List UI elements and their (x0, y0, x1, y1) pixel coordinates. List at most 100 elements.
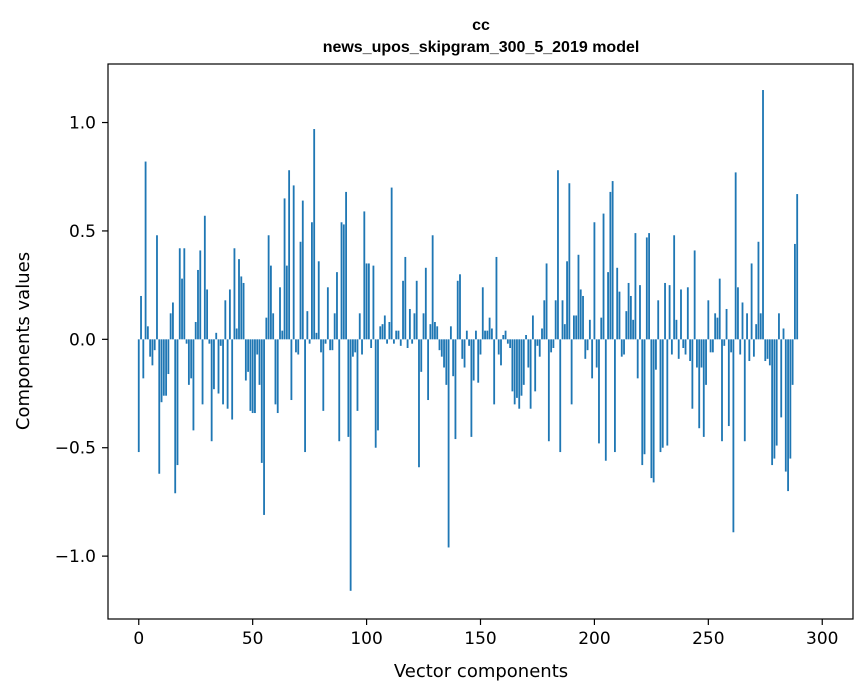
bar-246 (698, 339, 701, 429)
bar-13 (167, 339, 170, 375)
bar-34 (215, 332, 218, 340)
bar-178 (543, 300, 546, 340)
bar-72 (301, 200, 304, 340)
bar-136 (447, 339, 450, 548)
x-axis-label: Vector components (394, 661, 568, 682)
bar-9 (158, 339, 161, 474)
x-tick-label: 250 (692, 629, 724, 649)
bar-216 (629, 295, 632, 340)
bar-140 (456, 280, 459, 340)
bar-137 (449, 326, 452, 340)
bar-155 (490, 328, 493, 340)
bar-182 (552, 339, 555, 348)
bar-145 (468, 339, 471, 346)
bar-84 (329, 339, 332, 351)
bar-36 (219, 339, 222, 346)
bar-70 (297, 339, 300, 355)
y-tick-label: −1.0 (55, 547, 96, 567)
bar-96 (356, 339, 359, 411)
bar-164 (511, 339, 514, 392)
bar-26 (197, 269, 199, 340)
bar-183 (554, 300, 557, 340)
bar-272 (757, 241, 760, 340)
bar-253 (714, 313, 717, 340)
bar-249 (705, 339, 707, 385)
bar-198 (588, 319, 591, 340)
bar-235 (673, 235, 676, 340)
bar-130 (434, 321, 436, 340)
bar-271 (755, 324, 758, 340)
bar-236 (675, 319, 678, 340)
bar-94 (352, 339, 354, 357)
bar-40 (228, 289, 231, 340)
bar-98 (361, 339, 363, 355)
bar-12 (165, 339, 168, 396)
bar-28 (201, 339, 204, 405)
x-axis: 0 50 100 150 200 250 300 (133, 619, 838, 649)
bar-197 (586, 339, 589, 351)
bar-71 (299, 241, 302, 340)
bar-189 (568, 183, 571, 340)
bar-27 (199, 250, 202, 340)
bar-93 (349, 339, 352, 591)
bar-108 (383, 315, 386, 340)
bar-107 (381, 324, 384, 340)
bar-151 (481, 287, 484, 340)
bar-240 (684, 339, 687, 355)
bar-213 (623, 339, 625, 355)
bar-78 (315, 332, 318, 340)
bar-220 (639, 285, 641, 340)
bar-5 (149, 339, 152, 357)
bar-211 (618, 291, 621, 340)
bar-101 (367, 263, 370, 340)
bar-106 (379, 326, 382, 340)
bar-162 (506, 339, 509, 344)
bar-128 (429, 324, 432, 340)
bar-105 (377, 339, 379, 431)
bar-124 (420, 339, 423, 372)
bar-131 (436, 326, 439, 340)
bar-171 (527, 339, 530, 368)
bar-22 (187, 339, 190, 385)
bar-46 (242, 282, 245, 340)
bar-113 (395, 330, 398, 340)
bar-195 (582, 295, 584, 340)
bar-14 (169, 313, 172, 340)
bar-8 (156, 235, 158, 340)
bar-153 (486, 330, 489, 340)
bar-104 (374, 339, 377, 448)
bar-38 (224, 300, 227, 340)
bar-199 (591, 339, 594, 379)
bar-280 (775, 339, 778, 446)
bar-241 (686, 287, 689, 340)
bar-97 (358, 313, 361, 340)
bar-2 (142, 339, 145, 379)
bar-52 (256, 339, 259, 355)
bar-254 (716, 317, 719, 340)
bar-166 (516, 339, 518, 398)
bar-168 (520, 339, 523, 396)
bar-126 (424, 267, 427, 340)
bar-232 (666, 339, 669, 446)
bar-275 (764, 339, 767, 362)
bar-247 (700, 339, 703, 368)
bar-172 (529, 339, 532, 409)
bar-228 (657, 300, 660, 340)
bar-89 (340, 222, 343, 340)
bar-129 (431, 235, 434, 340)
bar-43 (235, 328, 238, 340)
bar-285 (787, 339, 789, 492)
bar-207 (609, 191, 612, 340)
y-axis-label: Components values (13, 252, 34, 430)
bar-267 (746, 313, 748, 340)
bar-138 (452, 339, 455, 377)
bar-90 (342, 224, 345, 340)
bar-250 (707, 300, 710, 340)
bar-191 (573, 315, 575, 340)
bar-214 (625, 311, 628, 340)
bar-44 (238, 259, 240, 340)
bar-29 (203, 215, 206, 340)
bar-123 (418, 339, 420, 468)
bar-263 (737, 287, 739, 340)
bar-76 (311, 222, 313, 340)
